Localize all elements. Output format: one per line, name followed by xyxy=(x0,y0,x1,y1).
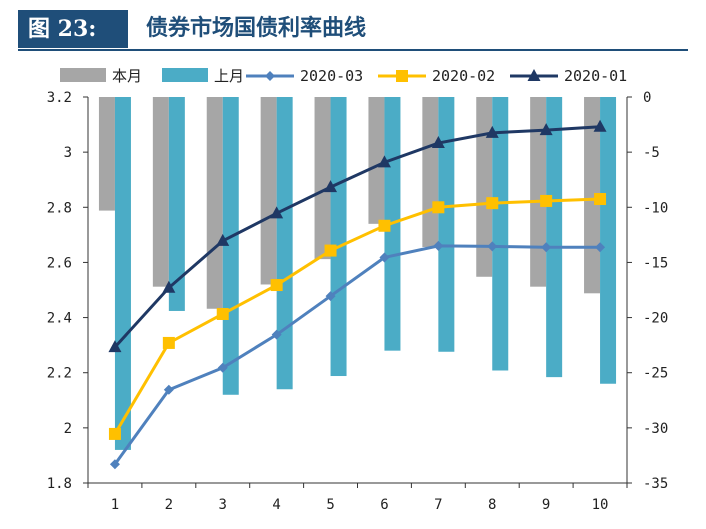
point-202002 xyxy=(378,219,391,232)
bar-last-month xyxy=(222,97,239,395)
point-202002 xyxy=(270,279,283,292)
left-axis-tick-label: 2.6 xyxy=(47,255,72,271)
left-axis-tick-label: 2.8 xyxy=(47,200,72,216)
point-202002 xyxy=(486,197,499,210)
legend-label: 2020-01 xyxy=(564,67,627,85)
right-axis-tick-label: -30 xyxy=(643,421,668,437)
point-202002 xyxy=(216,307,229,320)
point-202001 xyxy=(539,123,553,136)
legend-marker-202002 xyxy=(396,70,408,82)
bar-this-month xyxy=(368,97,385,224)
x-axis-tick-label: 3 xyxy=(219,497,227,513)
bar-this-month xyxy=(530,97,547,287)
left-axis-tick-label: 3 xyxy=(64,145,72,161)
point-202003 xyxy=(433,240,444,251)
bar-last-month xyxy=(438,97,455,352)
x-axis-tick-label: 9 xyxy=(542,497,550,513)
point-202002 xyxy=(540,194,553,207)
bar-this-month xyxy=(206,97,223,309)
x-axis-tick-label: 10 xyxy=(592,497,609,513)
right-axis-tick-label: -10 xyxy=(643,200,668,216)
left-axis-tick-label: 1.8 xyxy=(47,476,72,492)
bar-this-month xyxy=(476,97,493,277)
legend-label: 2020-02 xyxy=(432,67,495,85)
right-axis-tick-label: -15 xyxy=(643,255,668,271)
legend-marker-202003 xyxy=(265,71,275,81)
point-202002 xyxy=(324,244,337,257)
bar-last-month xyxy=(330,97,347,377)
right-axis-tick-label: -5 xyxy=(643,145,660,161)
point-202001 xyxy=(593,119,607,132)
x-axis-tick-label: 7 xyxy=(434,497,442,513)
line-202001 xyxy=(113,125,601,349)
x-axis-tick-label: 6 xyxy=(380,497,388,513)
point-202002 xyxy=(108,427,121,440)
bar-this-month xyxy=(98,97,115,211)
figure-title: 债券市场国债利率曲线 xyxy=(146,16,367,41)
bar-this-month xyxy=(152,97,169,287)
right-axis-tick-label: -20 xyxy=(643,311,668,327)
chart-axes: 1.8 2 2.2 2.4 2.6 2.8 3 3.2 -35 -30 -25 -20 -15 -10 -5… xyxy=(47,90,669,513)
point-202003 xyxy=(487,241,498,252)
bar-last-month xyxy=(600,97,617,384)
right-axis-tick-label: 0 xyxy=(643,90,651,106)
bar-this-month xyxy=(314,97,331,260)
bar-last-month xyxy=(276,97,293,390)
point-202003 xyxy=(163,384,174,395)
x-axis-tick-label: 8 xyxy=(488,497,496,513)
bar-last-month xyxy=(546,97,563,378)
line-202003 xyxy=(113,244,601,466)
left-axis-tick-label: 2.4 xyxy=(47,311,72,327)
point-202001 xyxy=(216,233,230,246)
legend-label: 本月 xyxy=(112,67,142,85)
figure-number-badge: 图 23: xyxy=(18,10,128,48)
bar-series-group xyxy=(98,97,617,450)
chart-legend: 本月 上月 2020-03 2020-02 2020-01 xyxy=(60,67,627,85)
figure-header: 图 23: 债券市场国债利率曲线 xyxy=(18,10,688,51)
right-axis-tick-label: -25 xyxy=(643,366,668,382)
legend-swatch-this-month xyxy=(60,68,106,82)
point-202002 xyxy=(432,201,445,214)
left-axis-tick-label: 2 xyxy=(64,421,72,437)
legend-label: 上月 xyxy=(214,67,244,85)
point-202003 xyxy=(325,291,336,302)
header-underline xyxy=(18,49,688,51)
point-202001 xyxy=(108,340,122,353)
line-202002 xyxy=(113,197,601,435)
point-202001 xyxy=(485,125,499,138)
point-202003 xyxy=(109,459,120,470)
x-axis-tick-label: 2 xyxy=(165,497,173,513)
left-axis-tick-label: 3.2 xyxy=(47,90,72,106)
right-axis-tick-label: -35 xyxy=(643,476,668,492)
point-202003 xyxy=(541,242,552,253)
point-202003 xyxy=(271,329,282,340)
point-202002 xyxy=(594,193,607,206)
legend-label: 2020-03 xyxy=(300,67,363,85)
legend-marker-202001 xyxy=(527,69,541,81)
bar-this-month xyxy=(422,97,439,247)
line-series-group xyxy=(108,119,607,470)
point-202001 xyxy=(270,206,284,219)
point-202001 xyxy=(162,280,176,293)
point-202001 xyxy=(377,155,391,168)
point-202001 xyxy=(431,136,445,149)
x-axis-tick-label: 5 xyxy=(326,497,334,513)
left-axis-tick-label: 2.2 xyxy=(47,366,72,382)
legend-swatch-last-month xyxy=(162,68,208,82)
point-202003 xyxy=(379,252,390,263)
bar-last-month xyxy=(492,97,509,371)
point-202003 xyxy=(595,242,606,253)
bar-this-month xyxy=(260,97,277,285)
bar-last-month xyxy=(168,97,185,311)
point-202001 xyxy=(324,180,338,193)
point-202003 xyxy=(217,362,228,373)
point-202002 xyxy=(162,336,175,349)
x-axis-tick-label: 4 xyxy=(272,497,280,513)
x-axis-tick-label: 1 xyxy=(111,497,119,513)
bar-last-month xyxy=(114,97,131,450)
bar-this-month xyxy=(584,97,601,294)
